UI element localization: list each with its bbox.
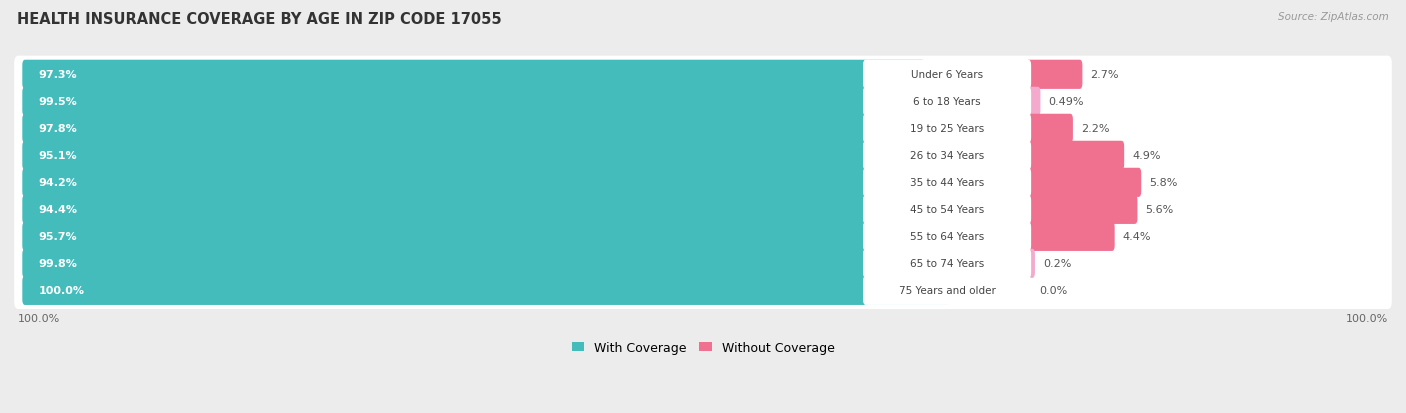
FancyBboxPatch shape <box>863 88 1031 116</box>
Text: 6 to 18 Years: 6 to 18 Years <box>914 97 981 107</box>
Text: 65 to 74 Years: 65 to 74 Years <box>910 259 984 269</box>
Text: 0.2%: 0.2% <box>1043 259 1071 269</box>
FancyBboxPatch shape <box>22 276 950 305</box>
FancyBboxPatch shape <box>22 249 948 278</box>
FancyBboxPatch shape <box>863 276 1031 305</box>
FancyBboxPatch shape <box>863 141 1031 171</box>
FancyBboxPatch shape <box>1026 222 1115 252</box>
Text: 75 Years and older: 75 Years and older <box>898 286 995 296</box>
FancyBboxPatch shape <box>14 245 1392 282</box>
Text: 97.3%: 97.3% <box>38 70 77 80</box>
FancyBboxPatch shape <box>14 57 1392 94</box>
Text: 55 to 64 Years: 55 to 64 Years <box>910 232 984 242</box>
Text: 100.0%: 100.0% <box>1346 313 1388 323</box>
Text: 99.8%: 99.8% <box>38 259 77 269</box>
Legend: With Coverage, Without Coverage: With Coverage, Without Coverage <box>567 336 839 359</box>
Text: 95.7%: 95.7% <box>38 232 77 242</box>
Text: Source: ZipAtlas.com: Source: ZipAtlas.com <box>1278 12 1389 22</box>
Text: 5.8%: 5.8% <box>1149 178 1178 188</box>
FancyBboxPatch shape <box>863 114 1031 144</box>
FancyBboxPatch shape <box>22 114 929 144</box>
FancyBboxPatch shape <box>1026 249 1035 278</box>
Text: 2.7%: 2.7% <box>1091 70 1119 80</box>
Text: 100.0%: 100.0% <box>18 313 60 323</box>
FancyBboxPatch shape <box>14 138 1392 175</box>
FancyBboxPatch shape <box>22 169 896 197</box>
FancyBboxPatch shape <box>863 61 1031 90</box>
FancyBboxPatch shape <box>22 222 910 252</box>
Text: 94.4%: 94.4% <box>38 205 77 215</box>
FancyBboxPatch shape <box>14 164 1392 202</box>
FancyBboxPatch shape <box>14 272 1392 309</box>
FancyBboxPatch shape <box>1026 61 1083 90</box>
Text: 4.4%: 4.4% <box>1123 232 1152 242</box>
Text: 95.1%: 95.1% <box>38 151 77 161</box>
FancyBboxPatch shape <box>22 88 945 116</box>
FancyBboxPatch shape <box>1026 88 1040 116</box>
FancyBboxPatch shape <box>1026 195 1137 224</box>
FancyBboxPatch shape <box>863 169 1031 197</box>
FancyBboxPatch shape <box>14 110 1392 147</box>
FancyBboxPatch shape <box>22 61 925 90</box>
Text: 5.6%: 5.6% <box>1146 205 1174 215</box>
FancyBboxPatch shape <box>1026 114 1073 144</box>
Text: 97.8%: 97.8% <box>38 124 77 134</box>
Text: 19 to 25 Years: 19 to 25 Years <box>910 124 984 134</box>
Text: 26 to 34 Years: 26 to 34 Years <box>910 151 984 161</box>
Text: 0.0%: 0.0% <box>1039 286 1067 296</box>
FancyBboxPatch shape <box>22 195 898 224</box>
Text: 94.2%: 94.2% <box>38 178 77 188</box>
Text: 45 to 54 Years: 45 to 54 Years <box>910 205 984 215</box>
Text: 2.2%: 2.2% <box>1081 124 1109 134</box>
FancyBboxPatch shape <box>863 195 1031 224</box>
FancyBboxPatch shape <box>1026 169 1142 197</box>
Text: 99.5%: 99.5% <box>38 97 77 107</box>
Text: 35 to 44 Years: 35 to 44 Years <box>910 178 984 188</box>
FancyBboxPatch shape <box>14 83 1392 121</box>
FancyBboxPatch shape <box>863 222 1031 252</box>
FancyBboxPatch shape <box>863 249 1031 278</box>
Text: 4.9%: 4.9% <box>1132 151 1161 161</box>
FancyBboxPatch shape <box>1026 141 1125 171</box>
Text: Under 6 Years: Under 6 Years <box>911 70 983 80</box>
FancyBboxPatch shape <box>14 191 1392 228</box>
FancyBboxPatch shape <box>14 218 1392 255</box>
Text: HEALTH INSURANCE COVERAGE BY AGE IN ZIP CODE 17055: HEALTH INSURANCE COVERAGE BY AGE IN ZIP … <box>17 12 502 27</box>
FancyBboxPatch shape <box>22 141 904 171</box>
Text: 0.49%: 0.49% <box>1049 97 1084 107</box>
Text: 100.0%: 100.0% <box>38 286 84 296</box>
